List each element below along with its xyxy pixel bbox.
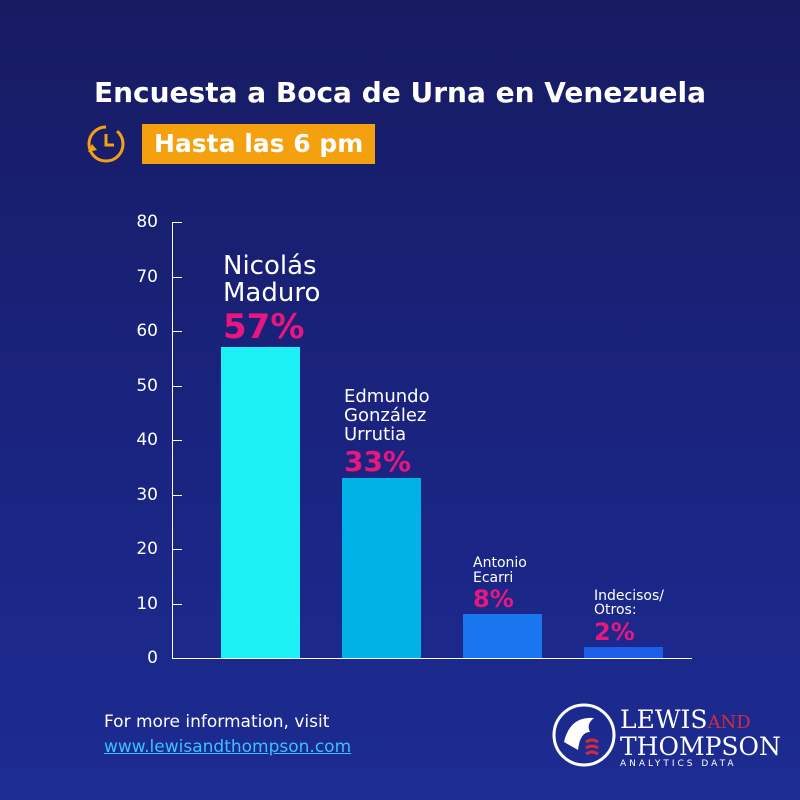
logo-text: AND: [707, 712, 751, 733]
bar: [463, 614, 542, 658]
category-label: Indecisos/ Otros:: [594, 587, 664, 619]
logo-tagline: ANALYTICS DATA: [620, 759, 737, 769]
logo-text: LEWIS: [620, 705, 708, 734]
logo: LEWISAND THOMPSON ANALYTICS DATA: [620, 705, 781, 769]
clock-icon: [87, 125, 125, 163]
y-tick-label: 70: [136, 266, 158, 287]
y-tick-label: 30: [136, 484, 158, 505]
value-label: 33%: [344, 444, 412, 478]
logo-eagle: [552, 703, 616, 767]
footer-link[interactable]: www.lewisandthompson.com: [104, 737, 352, 757]
value-label: 2%: [594, 617, 635, 646]
y-tick-label: 40: [136, 430, 158, 450]
bar: [221, 347, 300, 658]
y-tick-label: 20: [136, 539, 158, 559]
category-label: Antonio Ecarri: [473, 554, 527, 586]
y-tick: [172, 549, 182, 550]
y-tick: [172, 603, 182, 605]
y-tick-label: 80: [136, 212, 158, 232]
y-tick-label: 10: [136, 593, 158, 614]
y-tick: [172, 440, 182, 441]
y-tick-label: 0: [147, 648, 158, 668]
bar-label: Antonio Ecarri 8%: [473, 554, 548, 614]
chart-subtitle: Hasta las 6 pm: [142, 124, 376, 164]
category-label: Edmundo González Urrutia: [344, 386, 430, 445]
value-label: 57%: [223, 306, 305, 347]
y-tick-label: 50: [136, 375, 158, 396]
y-tick: [172, 385, 182, 387]
bar-label: Nicolás Maduro 57%: [223, 253, 363, 345]
y-tick: [172, 658, 182, 659]
y-tick: [172, 494, 182, 496]
chart-title: Encuesta a Boca de Urna en Venezuela: [93, 76, 707, 109]
y-tick-label: 60: [136, 321, 158, 341]
logo-text: THOMPSON: [620, 732, 781, 761]
y-tick: [172, 331, 182, 332]
footer-text: For more information, visit: [104, 712, 330, 732]
bar-label: Edmundo González Urrutia 33%: [344, 386, 454, 478]
y-tick: [172, 276, 182, 278]
value-label: 8%: [473, 585, 514, 614]
y-tick: [172, 222, 182, 223]
bar-label: Indecisos/ Otros: 2%: [594, 587, 694, 646]
x-axis: [172, 658, 692, 659]
bar: [342, 478, 421, 658]
category-label: Nicolás Maduro: [223, 251, 321, 309]
bar: [584, 647, 663, 658]
